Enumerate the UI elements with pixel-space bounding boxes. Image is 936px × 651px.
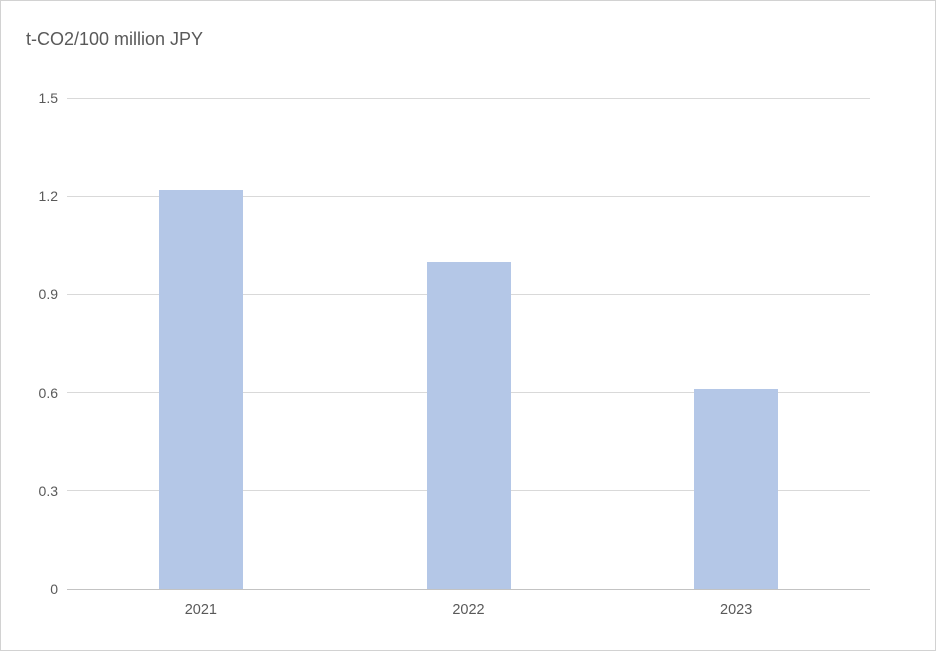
bar-2022: [426, 261, 511, 589]
x-tick-label: 2022: [452, 602, 485, 618]
y-tick-label: 0.6: [38, 384, 58, 401]
bar-2023: [694, 389, 779, 589]
chart-title: t-CO2/100 million JPY: [26, 29, 204, 49]
x-tick-label: 2023: [720, 602, 753, 618]
plot-area: [67, 97, 870, 590]
y-tick-label: 1.5: [38, 90, 58, 106]
y-tick-label: 0.9: [38, 286, 58, 303]
y-tick-label: 0: [50, 581, 58, 597]
y-tick-label: 1.2: [38, 188, 58, 205]
y-tick-label: 0.3: [38, 482, 58, 499]
gridline: [67, 97, 870, 99]
bar-2021: [158, 189, 243, 589]
x-tick-label: 2021: [184, 602, 217, 618]
x-axis-line: [67, 588, 870, 590]
gridline: [67, 195, 870, 197]
